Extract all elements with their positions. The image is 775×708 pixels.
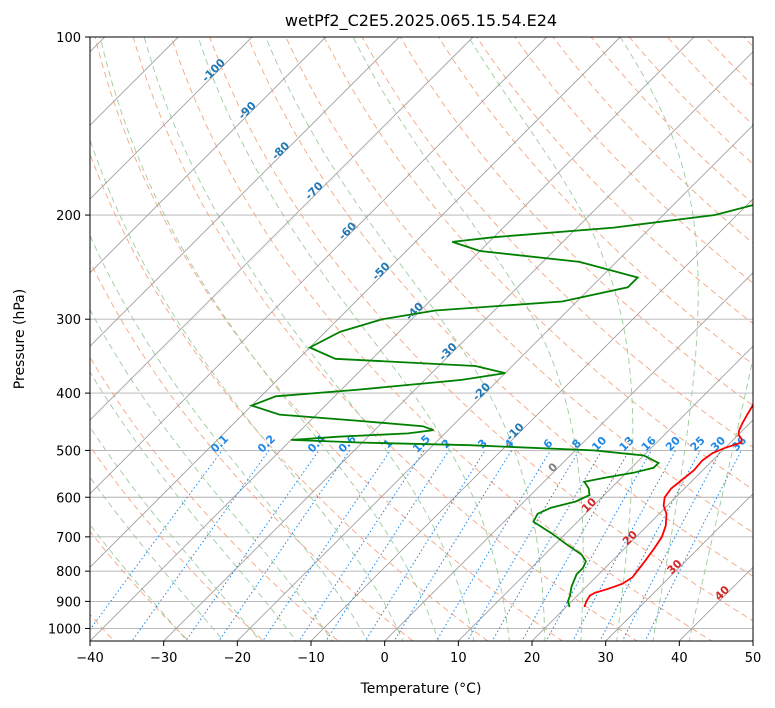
plot-frame <box>89 36 754 642</box>
x-tick-label-3: −10 <box>297 651 324 666</box>
y-axis: 100 200 300 400 500 600 700 800 900 1000 <box>48 31 90 637</box>
dry-adiabat <box>90 356 339 641</box>
dry-adiabat <box>323 37 753 491</box>
mixing-ratio-line-6 <box>325 450 450 641</box>
mixing-ratio-line-14 <box>572 450 676 641</box>
y-tick-label-5: 600 <box>56 491 81 506</box>
y-tick-label-6: 700 <box>56 531 81 546</box>
isotherm <box>90 37 400 347</box>
dry-adiabats <box>90 37 753 641</box>
moist-adiabat <box>90 234 369 641</box>
isotherm <box>90 37 548 495</box>
dry-adiabat <box>247 37 753 577</box>
dry-adiabat <box>90 530 190 641</box>
isotherm <box>457 345 753 641</box>
y-tick-label-0: 100 <box>56 31 81 46</box>
isotherm <box>236 124 753 641</box>
isotherm <box>310 198 753 641</box>
isotherm <box>384 272 753 641</box>
moist-adiabat <box>197 37 510 641</box>
x-tick-label-7: 30 <box>597 651 614 666</box>
y-tick-label-8: 900 <box>56 595 81 610</box>
moist-adiabat <box>265 37 546 641</box>
dry-adiabat <box>90 445 265 641</box>
moist-adiabat <box>90 138 404 641</box>
moist-adiabat <box>619 37 699 641</box>
mixing-ratio-line-9 <box>435 450 552 641</box>
x-tick-label-2: −20 <box>224 651 251 666</box>
y-tick-label-4: 500 <box>56 444 81 459</box>
chart-title: wetPf2_C2E5.2025.065.15.54.E24 <box>285 11 557 31</box>
x-tick-label-4: 0 <box>381 651 389 666</box>
y-tick-label-1: 200 <box>56 209 81 224</box>
x-tick-label-1: −30 <box>150 651 177 666</box>
mixing-ratio-lines <box>90 450 742 641</box>
x-tick-label-8: 40 <box>671 651 688 666</box>
x-tick-label-6: 20 <box>524 651 541 666</box>
mixing-ratio-line-7 <box>364 450 486 641</box>
isotherm <box>605 493 753 641</box>
isotherm <box>90 37 695 641</box>
x-tick-label-0: −40 <box>76 651 103 666</box>
moist-adiabat <box>468 37 634 641</box>
plot-area: 0.1 0.2 0.4 0.6 1 1.5 2 3 4 6 8 10 13 16 20 25 30 36-100-… <box>90 37 753 641</box>
moist-adiabat <box>90 371 297 641</box>
moist-adiabat <box>99 37 439 641</box>
isotherm <box>90 37 253 200</box>
moist-adiabats <box>90 37 753 641</box>
mixing-ratio-line-10 <box>466 450 580 641</box>
y-axis-title: Pressure (hPa) <box>12 289 28 389</box>
dry-adiabat <box>476 37 753 325</box>
dry-adiabat <box>90 152 489 641</box>
x-axis-title: Temperature (°C) <box>360 681 482 697</box>
mixing-ratio-line-12 <box>521 450 630 641</box>
dry-adiabat <box>209 37 753 622</box>
x-axis: −40 −30 −20 −10 0 10 20 30 40 50 <box>76 641 761 666</box>
isotherm <box>531 419 753 641</box>
dry-adiabat <box>361 37 753 448</box>
x-tick-label-5: 10 <box>450 651 467 666</box>
x-tick-label-9: 50 <box>745 651 762 666</box>
isotherm <box>90 37 327 274</box>
dry-adiabat <box>94 37 564 641</box>
y-tick-label-9: 1000 <box>48 622 81 637</box>
mixing-ratio-line-0 <box>90 450 223 631</box>
mixing-ratio-line-1 <box>131 450 270 641</box>
mixing-ratio-line-3 <box>218 450 351 641</box>
isotherm <box>90 37 474 421</box>
isotherm <box>90 37 621 568</box>
moist-adiabat <box>688 356 753 641</box>
moist-adiabat <box>90 308 333 641</box>
mixing-ratio-line-4 <box>262 450 391 641</box>
dry-adiabat <box>132 37 638 641</box>
y-tick-label-7: 800 <box>56 565 81 580</box>
isotherms <box>90 37 753 641</box>
dry-adiabat <box>170 37 713 641</box>
moist-adiabat <box>352 37 584 641</box>
moist-adiabat <box>143 37 475 641</box>
pressure-gridlines <box>90 37 753 629</box>
moist-adiabat <box>90 426 261 641</box>
isotherm <box>163 51 753 641</box>
temperature-line <box>583 402 753 608</box>
sounding-series <box>249 204 753 608</box>
dry-adiabat <box>90 260 414 641</box>
mixing-ratio-line-13 <box>545 450 652 641</box>
dewpoint-line <box>249 204 753 608</box>
y-tick-label-3: 400 <box>56 387 81 402</box>
mixing-ratio-line-5 <box>298 450 425 641</box>
dry-adiabat <box>514 37 753 284</box>
moist-adiabat <box>90 476 225 641</box>
mixing-ratio-line-8 <box>393 450 513 641</box>
y-tick-label-2: 300 <box>56 313 81 328</box>
